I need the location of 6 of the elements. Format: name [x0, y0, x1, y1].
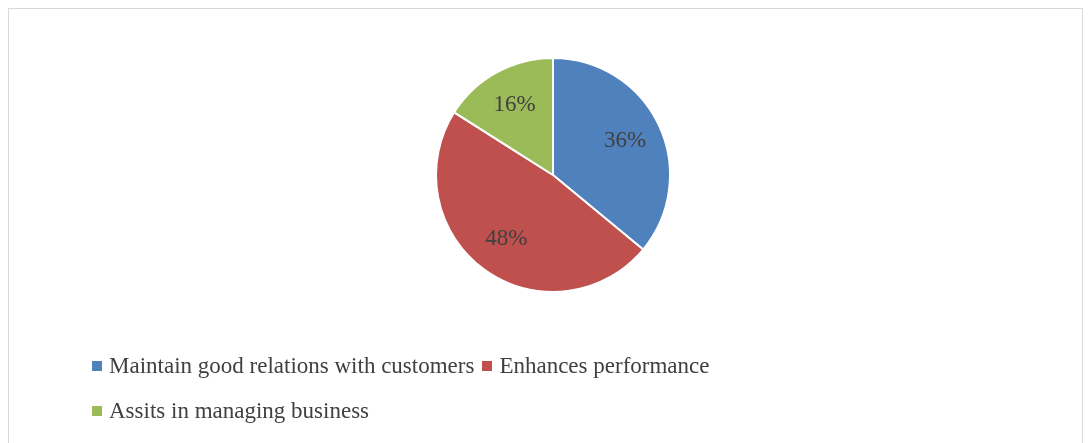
legend-label: Enhances performance	[498, 352, 710, 380]
legend-label: Maintain good relations with customers	[108, 352, 475, 380]
data-label: 48%	[485, 225, 528, 251]
legend-label: Assits in managing business	[108, 397, 370, 425]
data-label: 36%	[603, 127, 647, 153]
data-label: 16%	[493, 91, 536, 117]
